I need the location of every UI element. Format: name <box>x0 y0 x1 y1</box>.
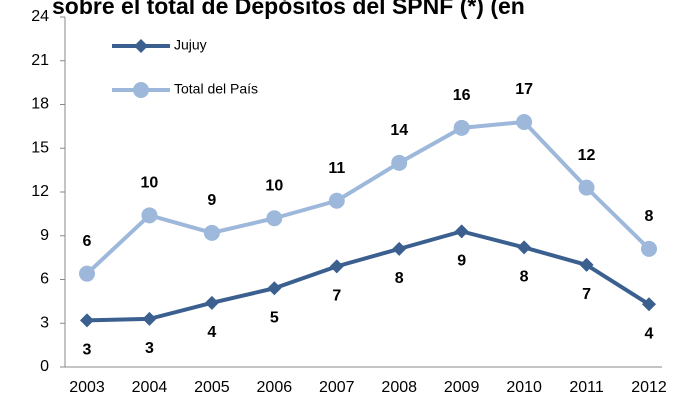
data-point <box>142 311 157 326</box>
data-label: 12 <box>578 147 596 164</box>
y-tick-label: 9 <box>40 227 49 244</box>
data-point <box>141 207 158 224</box>
data-point <box>328 192 345 209</box>
data-point <box>454 224 469 239</box>
x-tick-label: 2005 <box>194 379 230 396</box>
legend-marker <box>134 39 148 53</box>
data-label: 4 <box>207 324 216 341</box>
data-label: 7 <box>332 288 341 305</box>
data-point <box>517 240 532 255</box>
data-point <box>80 313 94 328</box>
data-point <box>392 241 407 256</box>
y-tick-label: 24 <box>31 8 49 25</box>
y-tick-label: 15 <box>31 139 49 156</box>
data-label: 17 <box>515 81 533 98</box>
x-tick-label: 2010 <box>506 379 542 396</box>
data-point <box>391 154 408 171</box>
data-label: 3 <box>83 342 92 359</box>
legend-label: Jujuy <box>174 37 207 53</box>
data-label: 11 <box>328 160 345 177</box>
x-tick-label: 2009 <box>444 379 480 396</box>
y-tick-label: 0 <box>40 358 49 375</box>
x-tick-label: 2003 <box>69 379 105 396</box>
x-tick-label: 2011 <box>569 379 604 396</box>
series-line <box>86 229 651 323</box>
data-label: 9 <box>207 192 216 209</box>
legend-marker <box>133 82 149 98</box>
data-point <box>641 240 657 257</box>
y-tick-label: 6 <box>40 271 49 288</box>
data-label: 6 <box>83 233 92 250</box>
y-tick-label: 18 <box>31 96 49 113</box>
data-point <box>329 259 344 274</box>
y-tick-label: 21 <box>31 52 49 69</box>
legend-label: Total del País <box>174 81 258 97</box>
data-point <box>79 265 95 282</box>
data-point <box>516 114 533 130</box>
data-label: 9 <box>457 253 466 270</box>
x-tick-label: 2008 <box>381 379 417 396</box>
data-label: 16 <box>453 87 471 104</box>
data-label: 4 <box>645 326 654 343</box>
data-label: 7 <box>582 286 591 303</box>
data-label: 5 <box>270 309 279 326</box>
data-label: 3 <box>145 340 154 357</box>
data-point <box>642 297 656 312</box>
data-label: 8 <box>520 269 529 286</box>
data-label: 14 <box>390 122 408 139</box>
data-point <box>267 281 282 296</box>
y-tick-label: 12 <box>31 183 49 200</box>
data-label: 8 <box>645 208 654 225</box>
data-point <box>578 179 595 196</box>
x-tick-label: 2004 <box>132 379 168 396</box>
x-tick-label: 2007 <box>319 379 355 396</box>
series-line <box>85 120 651 276</box>
x-tick-label: 2006 <box>257 379 293 396</box>
data-point <box>203 224 220 241</box>
data-point <box>579 257 594 272</box>
data-label: 10 <box>141 175 159 192</box>
chart-title: sobre el total de Depósitos del SPNF (*)… <box>52 0 525 19</box>
data-point <box>266 210 283 227</box>
y-tick-label: 3 <box>40 314 49 331</box>
data-point <box>204 295 219 310</box>
x-tick-label: 2012 <box>631 379 667 396</box>
data-label: 8 <box>395 270 404 287</box>
data-point <box>453 119 470 136</box>
data-label: 10 <box>265 177 283 194</box>
